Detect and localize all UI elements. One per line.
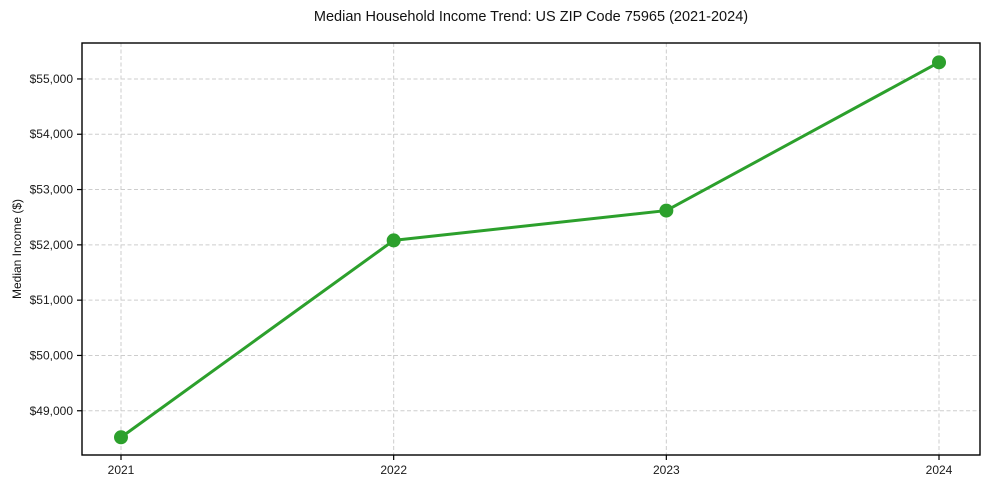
trend-line [119,60,941,439]
y-tick-label: $51,000 [30,293,74,307]
y-tick-label: $52,000 [30,238,74,252]
data-point [386,233,401,248]
x-tick-label: 2023 [653,463,680,477]
y-tick-label: $49,000 [30,404,74,418]
plot-border [81,42,981,456]
data-point [114,430,128,445]
x-tick-label: 2024 [926,463,953,477]
y-tick-label: $50,000 [30,348,74,362]
data-point [659,203,674,218]
y-tick-label: $53,000 [30,183,74,197]
x-tick-label: 2022 [380,463,407,477]
data-point [932,55,946,70]
chart-title: Median Household Income Trend: US ZIP Co… [313,9,749,25]
y-tick-label: $54,000 [30,127,74,141]
x-tick-label: 2021 [108,463,135,477]
y-tick-label: $55,000 [30,72,74,86]
y-axis-label: Median Income ($) [10,198,24,300]
